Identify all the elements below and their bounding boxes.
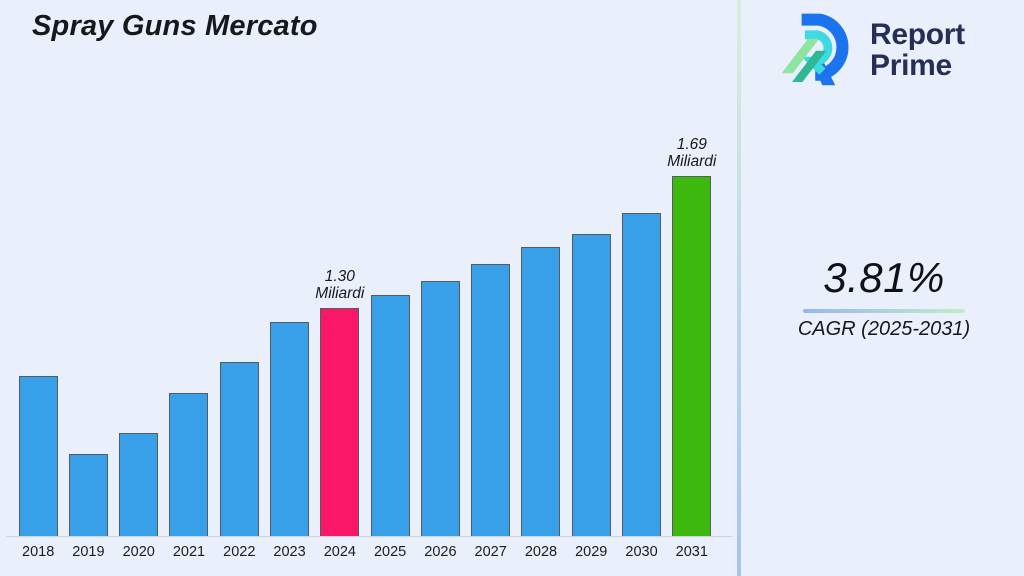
- page-title: Spray Guns Mercato: [32, 10, 318, 42]
- x-axis-label-2026: 2026: [424, 544, 457, 560]
- bar-column-2018: [13, 116, 63, 536]
- bar-2022: [219, 362, 259, 536]
- logo-line2: Prime: [870, 49, 952, 82]
- bar-2027: [471, 264, 511, 536]
- x-axis-label-2019: 2019: [72, 544, 105, 560]
- cagr-label: CAGR (2025-2031): [797, 318, 971, 340]
- x-axis-label-2024: 2024: [323, 544, 356, 560]
- bar-2020: [119, 433, 159, 536]
- bar-2025: [370, 294, 410, 536]
- x-axis-label-2023: 2023: [273, 544, 306, 560]
- bar-column-2027: [466, 116, 516, 536]
- bar-column-2029: [566, 116, 616, 536]
- bar-column-2023: [264, 116, 314, 536]
- cagr-value: 3.81%: [823, 254, 945, 301]
- bar-value-label-2024: 1.30 Miliardi: [315, 268, 365, 303]
- x-axis-label-2022: 2022: [223, 544, 256, 560]
- bar-column-2025: [365, 116, 415, 536]
- bar-column-2024: 1.30 Miliardi: [315, 116, 365, 536]
- x-axis-labels: 2018 2019 2020 2021 2022 2023 2024 2025 2026 2027…: [13, 544, 717, 560]
- bar-column-2020: [114, 116, 164, 536]
- x-axis-line: [6, 536, 732, 537]
- x-axis-label-2027: 2027: [474, 544, 507, 560]
- bar-column-2021: [164, 116, 214, 536]
- x-axis-label-2030: 2030: [625, 544, 658, 560]
- section-divider: [737, 0, 741, 576]
- bar-2018: [18, 375, 58, 536]
- x-axis-label-2018: 2018: [22, 544, 55, 560]
- bar-column-2022: [214, 116, 264, 536]
- x-axis-label-2028: 2028: [524, 544, 558, 560]
- bar-2031: [672, 176, 712, 536]
- x-axis-label-2029: 2029: [575, 544, 608, 560]
- x-axis-label-2020: 2020: [122, 544, 155, 560]
- report-prime-logo: Report Prime: [780, 8, 965, 92]
- bar-2024: [320, 308, 360, 536]
- bar-column-2031: 1.69 Miliardi: [667, 116, 717, 536]
- bar-2030: [622, 213, 662, 536]
- cagr-underline: [803, 309, 965, 313]
- x-axis-label-2021: 2021: [172, 544, 206, 560]
- bar-value-label-2031: 1.69 Miliardi: [667, 136, 717, 170]
- bar-column-2019: [63, 116, 113, 536]
- logo-wordmark: Report Prime: [870, 19, 965, 81]
- x-axis-label-2025: 2025: [373, 544, 407, 560]
- bar-2019: [68, 453, 108, 536]
- bar-column-2026: [415, 116, 465, 536]
- x-axis-label-2031: 2031: [675, 544, 708, 560]
- bar-column-2030: [616, 116, 666, 536]
- logo-line1: Report: [870, 18, 965, 51]
- bar-2023: [270, 321, 310, 536]
- bar-2026: [420, 281, 460, 536]
- bar-2021: [169, 392, 209, 536]
- bar-2028: [521, 247, 561, 536]
- logo-mark-icon: [781, 13, 849, 86]
- bar-column-2028: [516, 116, 566, 536]
- cagr-block: 3.81% CAGR (2025-2031): [768, 254, 1000, 341]
- bar-chart: 1.30 Miliardi 1.69 Miliardi: [13, 116, 717, 536]
- bar-2029: [571, 233, 611, 536]
